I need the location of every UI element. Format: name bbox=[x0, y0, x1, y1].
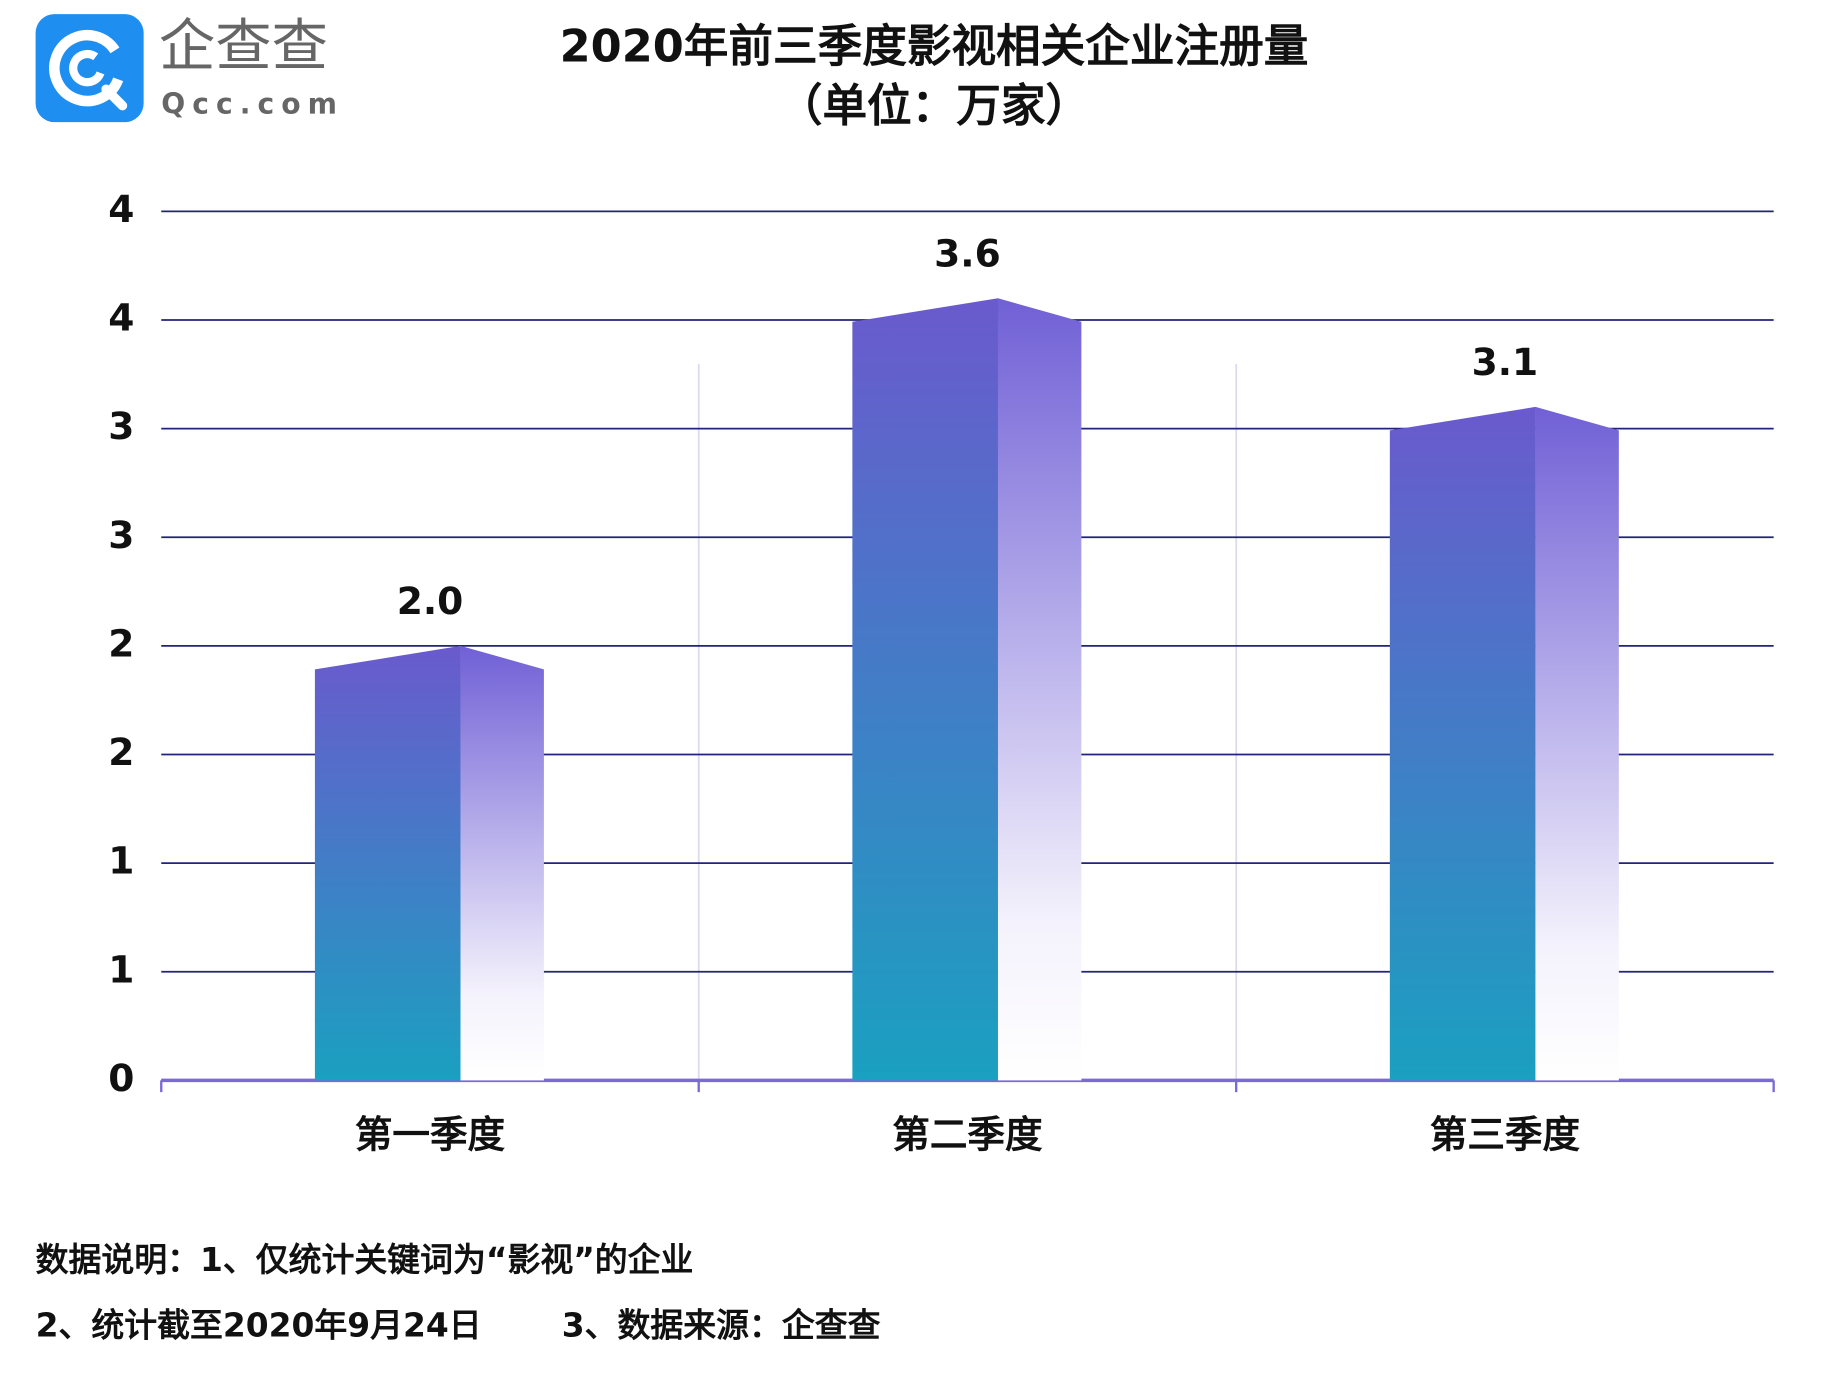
y-tick-label: 3 bbox=[108, 404, 134, 448]
bar-side bbox=[997, 298, 1082, 1081]
chart-subtitle: （单位：万家） bbox=[778, 80, 1090, 132]
y-tick-label: 3 bbox=[108, 513, 134, 557]
note: 数据说明：1、仅统计关键词为“影视”的企业 bbox=[36, 1240, 694, 1279]
bar-front bbox=[852, 298, 998, 1081]
bar-side bbox=[460, 645, 544, 1081]
y-tick-label: 4 bbox=[108, 296, 134, 340]
chart-title: 2020年前三季度影视相关企业注册量 bbox=[560, 20, 1309, 72]
y-tick-label: 4 bbox=[108, 187, 134, 231]
bar bbox=[1389, 406, 1619, 1081]
x-tick-label: 第一季度 bbox=[355, 1112, 506, 1156]
bar bbox=[852, 298, 1082, 1081]
logo-url: Qcc.com bbox=[161, 88, 344, 121]
bar-front bbox=[1389, 406, 1536, 1081]
value-label: 2.0 bbox=[397, 579, 464, 623]
y-tick-label: 2 bbox=[108, 621, 134, 665]
logo: 企查查 Qcc.com bbox=[35, 14, 344, 123]
bar-front bbox=[314, 645, 461, 1081]
x-tick-label: 第二季度 bbox=[892, 1112, 1043, 1156]
value-label: 3.1 bbox=[1472, 340, 1539, 384]
logo-name: 企查查 bbox=[159, 14, 328, 79]
note: 3、数据来源：企查查 bbox=[562, 1306, 881, 1345]
y-tick-label: 1 bbox=[108, 947, 134, 991]
y-tick-label: 2 bbox=[108, 730, 134, 774]
value-label: 3.6 bbox=[934, 232, 1001, 276]
bar bbox=[314, 645, 544, 1081]
x-tick-label: 第三季度 bbox=[1430, 1112, 1581, 1156]
bar-side bbox=[1535, 406, 1619, 1081]
y-tick-label: 0 bbox=[108, 1056, 134, 1100]
y-tick-label: 1 bbox=[108, 839, 134, 883]
note: 2、统计截至2020年9月24日 bbox=[36, 1306, 482, 1345]
